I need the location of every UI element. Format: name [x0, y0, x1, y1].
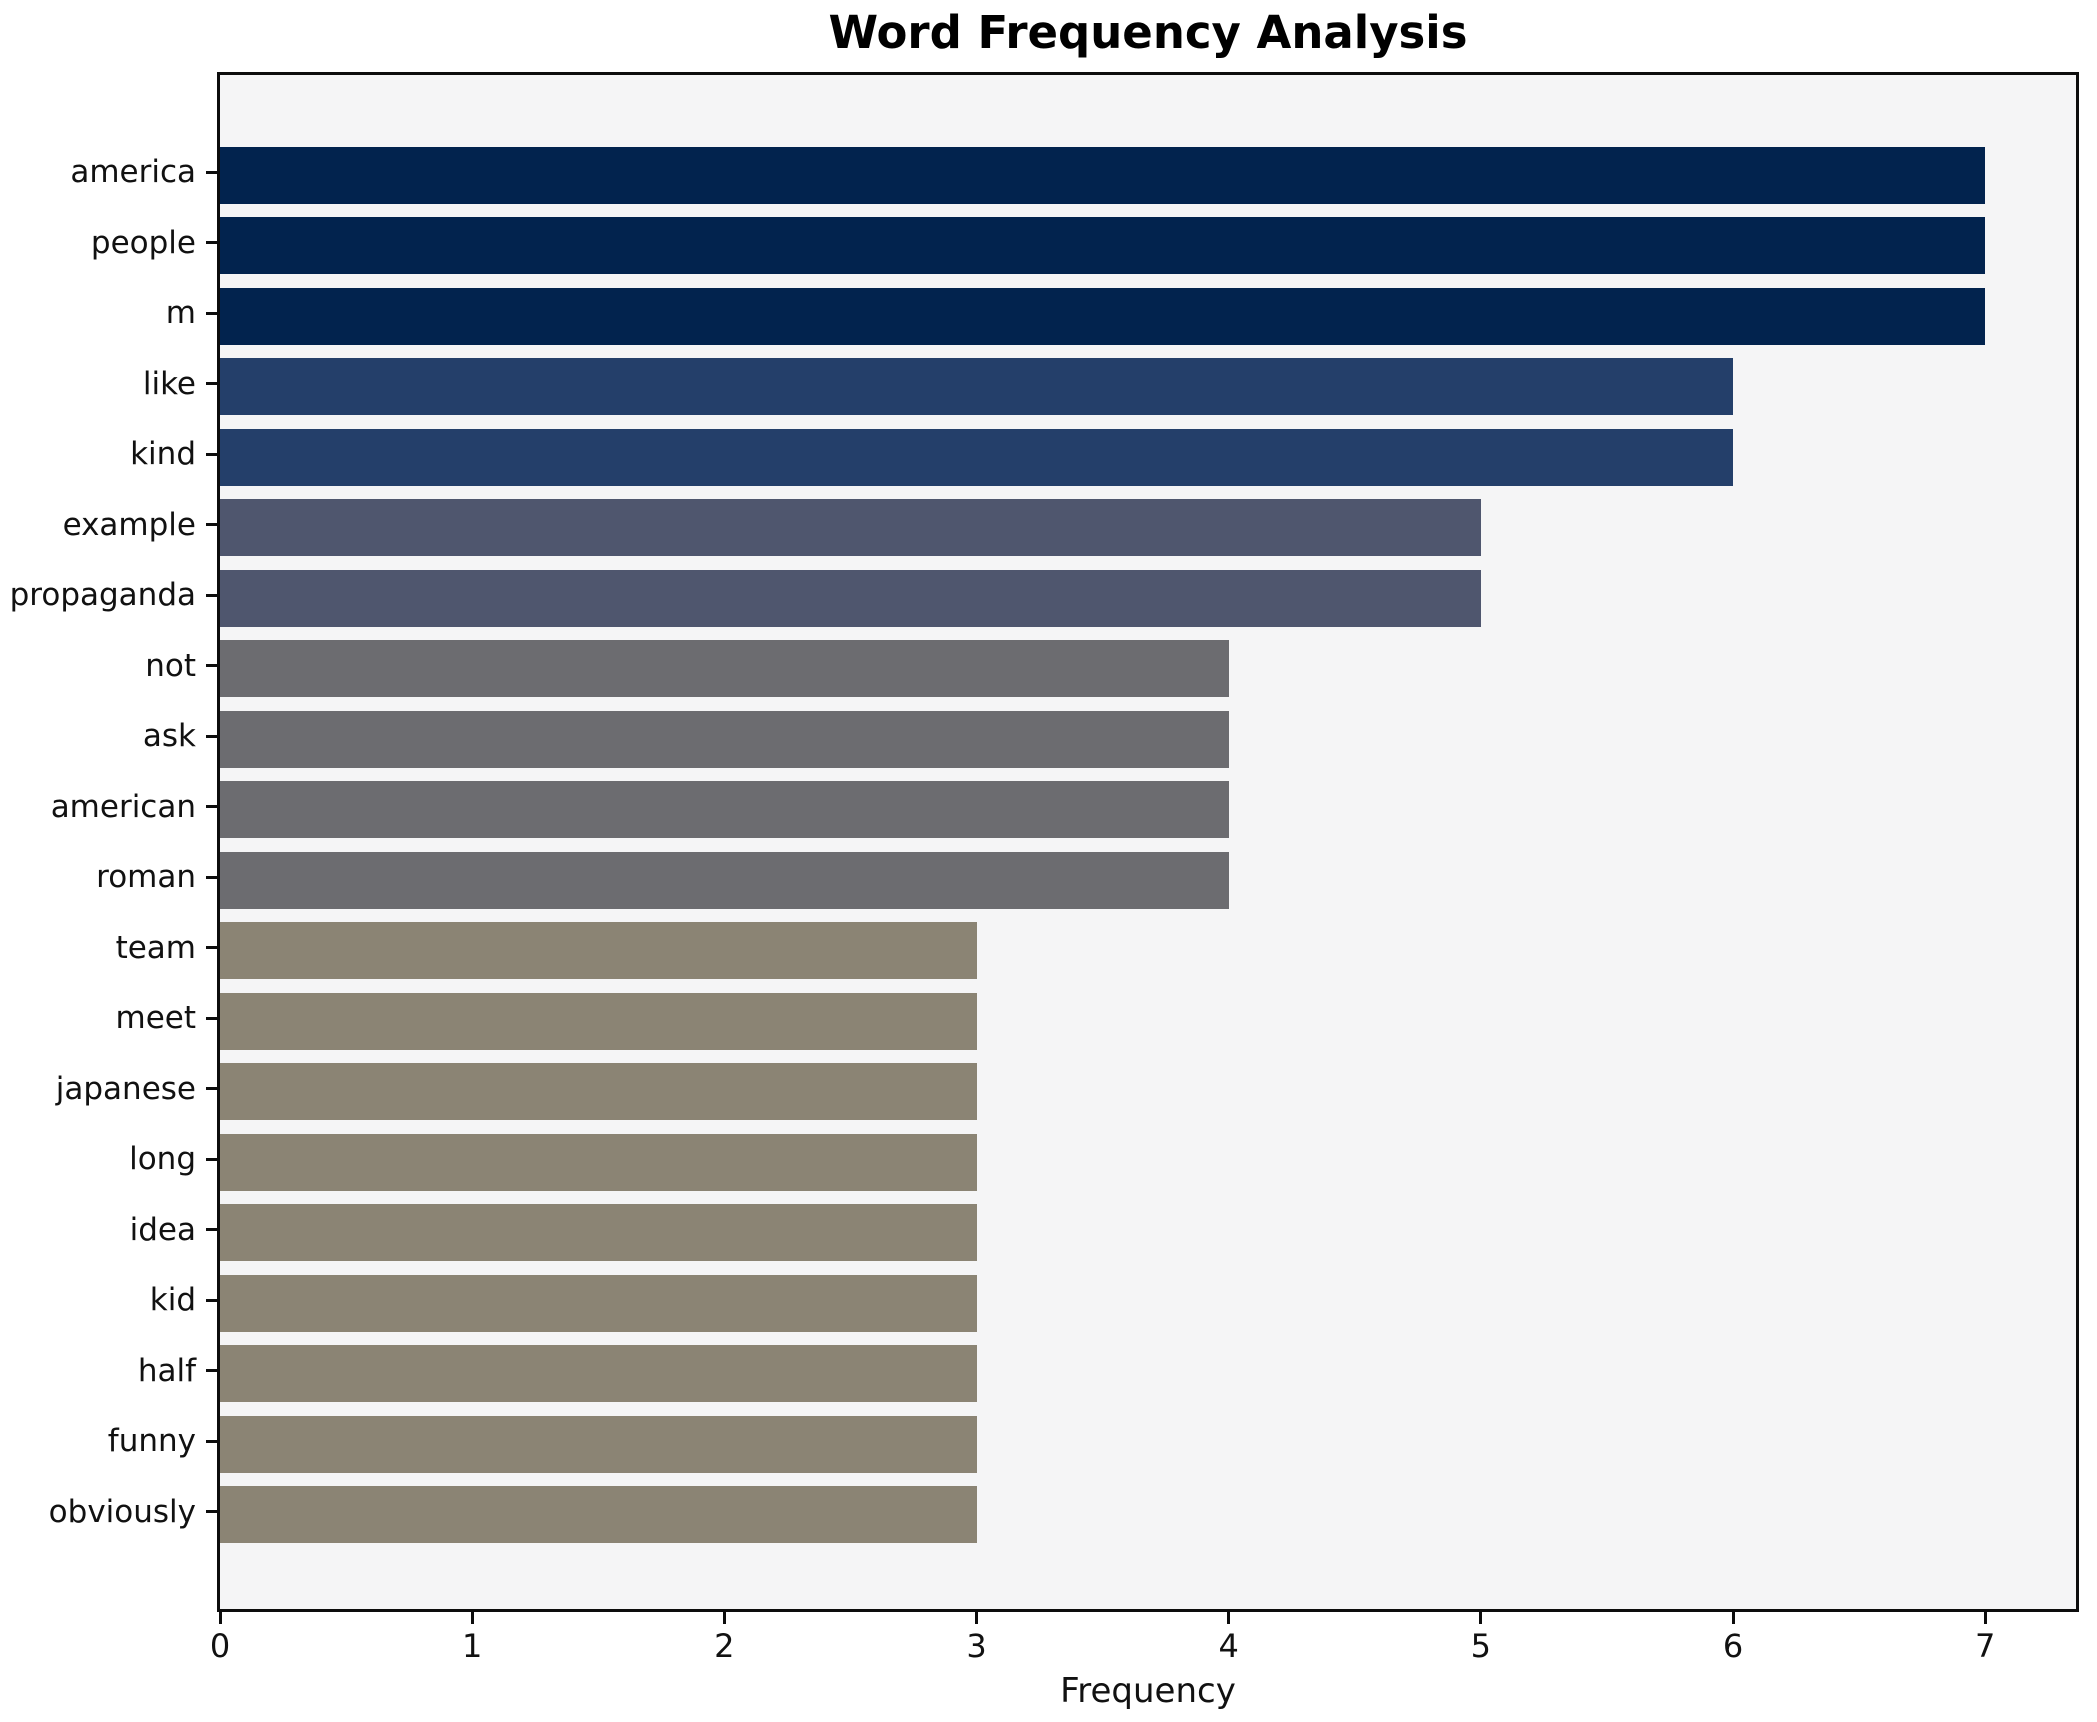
bar-example	[220, 499, 1481, 556]
plot-area	[217, 72, 2079, 1612]
bar-people	[220, 217, 1985, 274]
x-tick-mark	[1983, 1612, 1987, 1624]
x-tick-mark	[975, 1612, 979, 1624]
y-tick-label-m: m	[165, 295, 196, 331]
bar-japanese	[220, 1063, 977, 1120]
x-tick-label-5: 5	[1470, 1627, 1492, 1665]
x-axis-title: Frequency	[1060, 1671, 1236, 1711]
bar-obviously	[220, 1486, 977, 1543]
x-tick-mark	[218, 1612, 222, 1624]
bar-half	[220, 1345, 977, 1402]
bar-roman	[220, 851, 1229, 909]
bar-american	[220, 781, 1229, 838]
y-tick-mark	[206, 241, 217, 244]
y-tick-mark	[206, 1298, 217, 1302]
x-tick-label-7: 7	[1975, 1627, 1996, 1665]
bar-propaganda	[220, 569, 1481, 627]
x-tick-mark	[470, 1612, 474, 1624]
bar-long	[220, 1133, 977, 1191]
y-tick-mark	[206, 1087, 217, 1090]
y-tick-label-ask: ask	[142, 718, 196, 754]
y-tick-mark	[206, 382, 217, 385]
y-tick-label-america: america	[70, 154, 196, 190]
bar-kind	[220, 428, 1733, 486]
x-tick-label-3: 3	[966, 1627, 987, 1665]
y-tick-mark	[206, 452, 217, 456]
bar-ask	[220, 710, 1229, 768]
y-tick-label-meet: meet	[115, 1000, 197, 1036]
chart-title: Word Frequency Analysis	[828, 6, 1468, 59]
x-tick-label-0: 0	[209, 1627, 231, 1665]
y-tick-label-obviously: obviously	[48, 1493, 196, 1530]
y-tick-label-like: like	[142, 365, 196, 402]
y-tick-label-team: team	[115, 929, 196, 966]
y-tick-mark	[206, 1510, 217, 1513]
y-tick-mark	[206, 875, 217, 879]
y-tick-label-american: american	[50, 788, 196, 825]
y-tick-mark	[206, 170, 217, 174]
y-tick-label-idea: idea	[129, 1211, 196, 1248]
y-tick-label-japanese: japanese	[55, 1070, 196, 1107]
y-tick-mark	[206, 946, 217, 949]
x-tick-mark	[1731, 1612, 1735, 1624]
y-tick-label-not: not	[145, 647, 196, 684]
bar-kid	[220, 1274, 977, 1332]
y-tick-label-example: example	[62, 506, 196, 543]
y-tick-mark	[206, 1016, 217, 1020]
y-tick-label-people: people	[90, 224, 196, 261]
x-tick-mark	[722, 1612, 726, 1624]
bar-idea	[220, 1204, 977, 1261]
bar-like	[220, 358, 1733, 415]
y-tick-label-propaganda: propaganda	[9, 577, 196, 613]
y-tick-mark	[206, 311, 217, 315]
y-tick-label-long: long	[129, 1141, 196, 1177]
bar-team	[220, 922, 977, 979]
y-tick-mark	[206, 1157, 217, 1161]
x-tick-mark	[1227, 1612, 1231, 1624]
x-tick-label-6: 6	[1722, 1627, 1744, 1665]
y-tick-label-kind: kind	[130, 436, 196, 472]
y-tick-mark	[206, 805, 217, 808]
y-tick-mark	[206, 1369, 217, 1372]
x-tick-label-1: 1	[461, 1627, 483, 1665]
y-tick-mark	[206, 523, 217, 526]
y-tick-label-kid: kid	[149, 1282, 196, 1318]
y-tick-mark	[206, 593, 217, 597]
y-tick-label-funny: funny	[107, 1423, 196, 1459]
x-tick-label-4: 4	[1218, 1627, 1239, 1665]
y-tick-mark	[206, 1228, 217, 1231]
y-tick-mark	[206, 1439, 217, 1443]
y-tick-label-half: half	[137, 1352, 196, 1389]
y-tick-mark	[206, 664, 217, 667]
bar-funny	[220, 1415, 977, 1473]
bar-m	[220, 287, 1985, 345]
y-tick-label-roman: roman	[96, 859, 196, 895]
x-tick-label-2: 2	[714, 1627, 735, 1665]
bar-meet	[220, 992, 977, 1050]
bar-america	[220, 146, 1985, 204]
bar-not	[220, 640, 1229, 697]
x-tick-mark	[1479, 1612, 1483, 1624]
y-tick-mark	[206, 734, 217, 738]
